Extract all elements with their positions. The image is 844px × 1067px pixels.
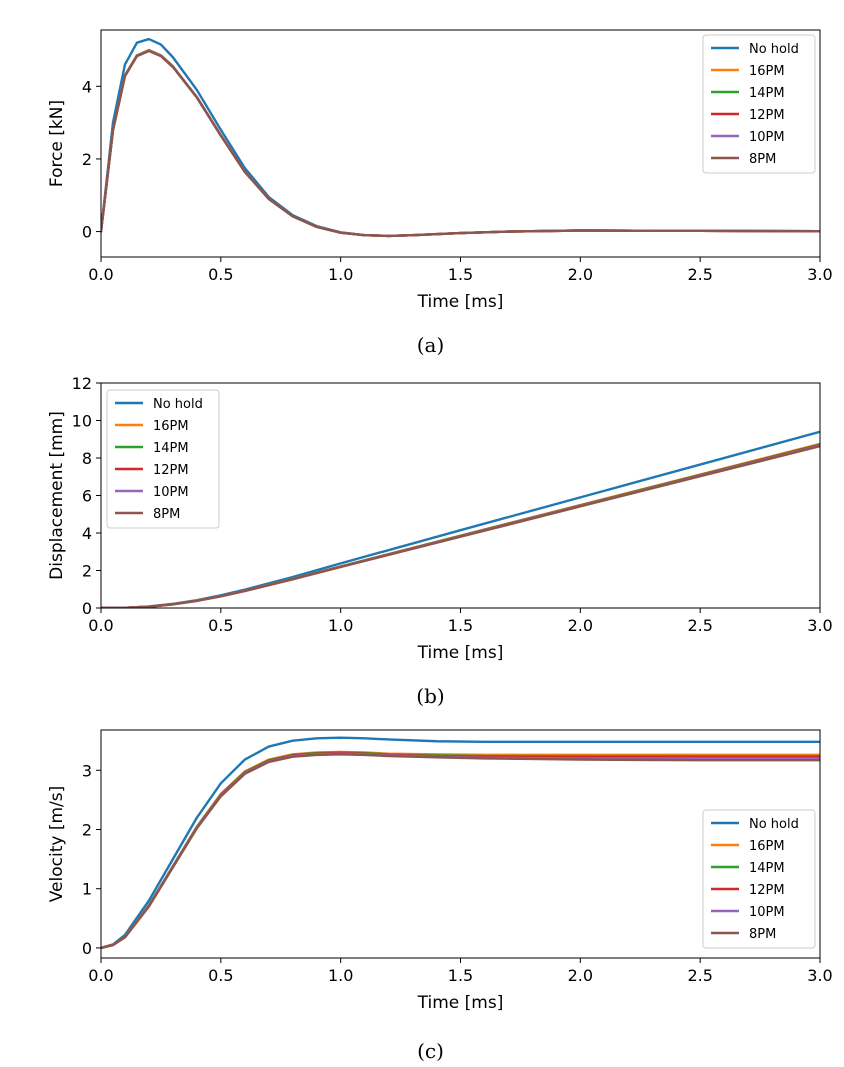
legend-label: 12PM xyxy=(749,108,785,123)
chart-panel: 0.0 0.5 1.0 1.5 2.0 2.5 3.0 0 2 4 6 8 10 12 Time [ms] D… xyxy=(47,374,833,708)
series-line xyxy=(101,444,820,608)
x-axis-label: Time [ms] xyxy=(417,643,504,663)
x-tick-label: 2.5 xyxy=(687,966,712,985)
y-tick-label: 2 xyxy=(82,150,92,169)
chart-panel: 0.0 0.5 1.0 1.5 2.0 2.5 3.0 0 1 2 3 Time [ms] Veloci… xyxy=(47,729,833,1063)
legend-label: 10PM xyxy=(749,130,785,145)
legend-label: 12PM xyxy=(153,463,189,478)
y-tick-label: 3 xyxy=(82,761,92,780)
y-tick-label: 4 xyxy=(82,524,92,543)
series-group xyxy=(101,37,820,238)
legend-label: 8PM xyxy=(749,152,776,167)
legend-label: 8PM xyxy=(153,507,180,522)
x-tick-label: 1.5 xyxy=(448,966,473,985)
x-axis-label: Time [ms] xyxy=(417,993,504,1013)
series-group xyxy=(101,736,820,950)
x-tick-label: 1.5 xyxy=(448,616,473,635)
legend-label: 16PM xyxy=(749,839,785,854)
series-line xyxy=(101,753,820,950)
y-tick-label: 4 xyxy=(82,77,92,96)
y-tick-label: 12 xyxy=(72,374,92,393)
legend-label: 10PM xyxy=(749,905,785,920)
x-tick-label: 2.5 xyxy=(687,265,712,284)
y-tick-label: 10 xyxy=(72,412,92,431)
y-tick-label: 1 xyxy=(82,880,92,899)
x-tick-label: 3.0 xyxy=(807,265,832,284)
x-tick-label: 0.0 xyxy=(88,966,113,985)
panel-caption: (a) xyxy=(417,333,445,357)
y-tick-label: 2 xyxy=(82,820,92,839)
legend-label: 14PM xyxy=(749,86,785,101)
x-tick-label: 1.0 xyxy=(328,616,353,635)
panel-caption: (c) xyxy=(417,1039,444,1063)
x-tick-label: 0.5 xyxy=(208,616,233,635)
legend-label: No hold xyxy=(749,42,799,57)
legend-label: 14PM xyxy=(749,861,785,876)
legend: No hold 16PM 14PM 12PM 10PM 8PM xyxy=(702,34,816,174)
legend-label: 8PM xyxy=(749,927,776,942)
legend-label: 12PM xyxy=(749,883,785,898)
x-tick-label: 0.5 xyxy=(208,966,233,985)
legend-label: 14PM xyxy=(153,441,189,456)
x-tick-label: 3.0 xyxy=(807,966,832,985)
x-tick-label: 1.5 xyxy=(448,265,473,284)
legend-label: No hold xyxy=(749,817,799,832)
x-tick-label: 1.0 xyxy=(328,265,353,284)
x-tick-label: 2.0 xyxy=(568,966,593,985)
x-tick-label: 1.0 xyxy=(328,966,353,985)
x-tick-label: 2.0 xyxy=(568,616,593,635)
x-tick-label: 0.5 xyxy=(208,265,233,284)
panel-caption: (b) xyxy=(416,684,444,708)
y-tick-label: 0 xyxy=(82,223,92,242)
series-group xyxy=(101,430,820,608)
x-tick-label: 0.0 xyxy=(88,265,113,284)
series-line xyxy=(101,736,820,950)
y-tick-label: 6 xyxy=(82,487,92,506)
y-axis-label: Force [kN] xyxy=(47,100,67,187)
legend-label: 16PM xyxy=(153,419,189,434)
x-tick-label: 2.5 xyxy=(687,616,712,635)
y-tick-label: 0 xyxy=(82,599,92,618)
legend-label: No hold xyxy=(153,397,203,412)
legend-label: 10PM xyxy=(153,485,189,500)
x-tick-label: 2.0 xyxy=(568,265,593,284)
x-tick-label: 0.0 xyxy=(88,616,113,635)
y-axis-label: Displacement [mm] xyxy=(47,411,67,580)
legend: No hold 16PM 14PM 12PM 10PM 8PM xyxy=(106,389,220,529)
chart-panel: 0.0 0.5 1.0 1.5 2.0 2.5 3.0 0 2 4 Time [ms] Force [… xyxy=(47,29,833,357)
legend: No hold 16PM 14PM 12PM 10PM 8PM xyxy=(702,809,816,949)
y-tick-label: 2 xyxy=(82,562,92,581)
legend-label: 16PM xyxy=(749,64,785,79)
y-tick-label: 0 xyxy=(82,939,92,958)
y-axis-label: Velocity [m/s] xyxy=(47,786,67,903)
series-line xyxy=(101,49,820,238)
x-tick-label: 3.0 xyxy=(807,616,832,635)
y-tick-label: 8 xyxy=(82,449,92,468)
x-axis-label: Time [ms] xyxy=(417,292,504,312)
